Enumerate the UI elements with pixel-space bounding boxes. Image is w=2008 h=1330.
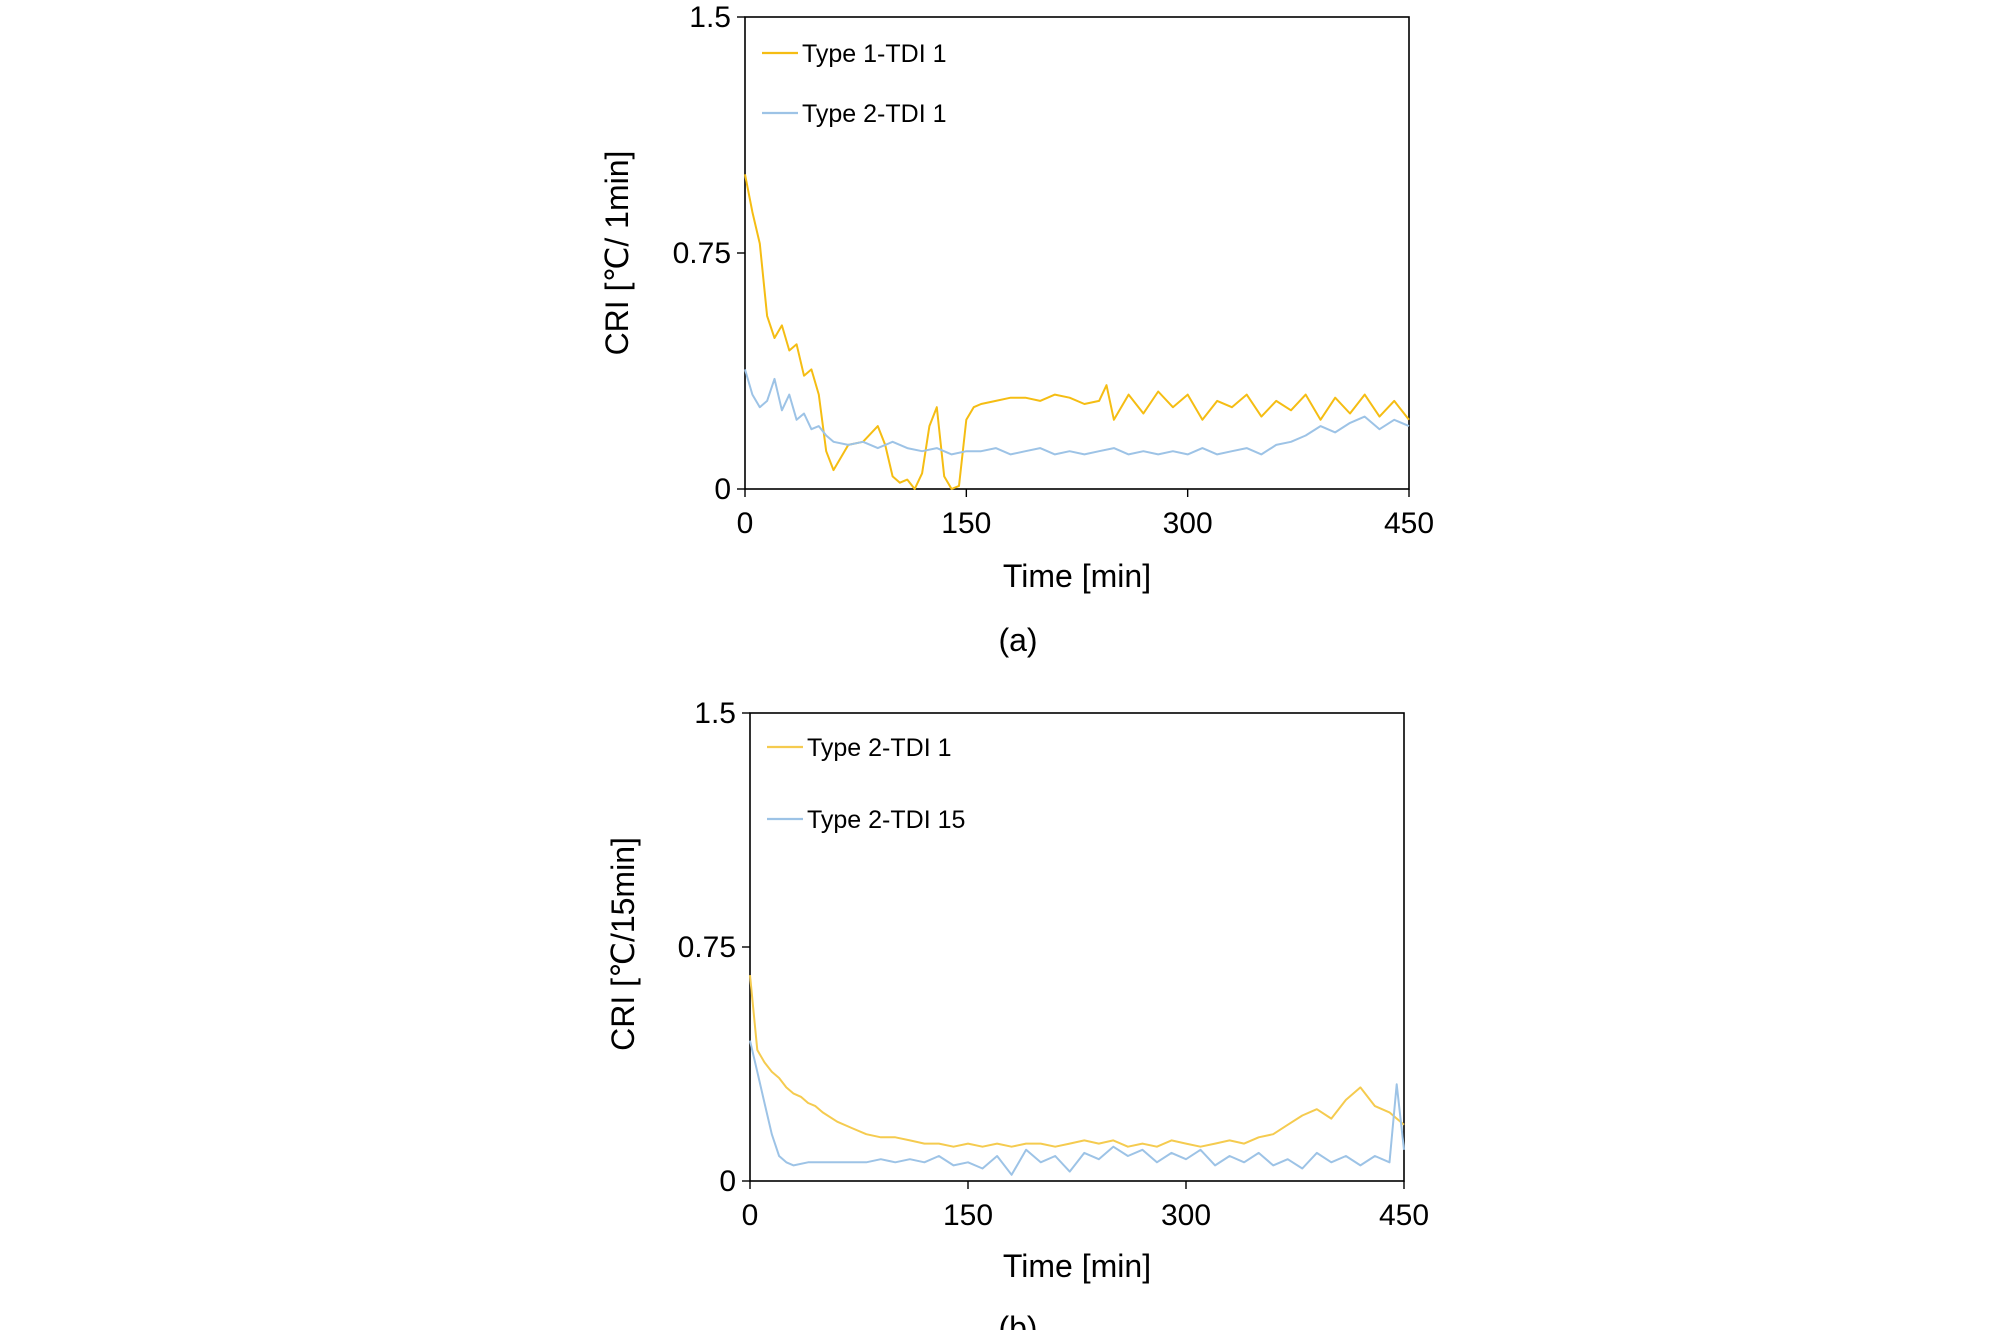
x-tick-label: 300 [1161, 1199, 1211, 1232]
y-tick-label: 0 [719, 1165, 736, 1198]
series-line-1 [744, 174, 1410, 490]
x-tick-label: 300 [1163, 507, 1213, 540]
plot-area-frame [744, 16, 1410, 490]
y-axis-label: CRI [℃/15min] [605, 837, 641, 1051]
x-tick-label: 150 [943, 1199, 993, 1232]
x-tick-label: 0 [737, 507, 754, 540]
y-tick-label: 1.5 [694, 697, 736, 730]
panel-caption-a: (a) [998, 622, 1037, 658]
series-line-2 [744, 369, 1410, 456]
series-line-1 [749, 975, 1405, 1148]
series-line-2 [749, 1040, 1405, 1176]
y-tick-label: 0.75 [678, 931, 736, 964]
x-tick-label: 150 [941, 507, 991, 540]
chart-panel-b: 0 0.75 1.5 0 150 300 450 Type 2-TDI 1 Type 2-T… [605, 697, 1429, 1330]
x-tick-label: 450 [1379, 1199, 1429, 1232]
x-tick-label: 0 [742, 1199, 759, 1232]
plot-area-frame [749, 712, 1405, 1182]
x-axis-label: Time [min] [1003, 558, 1151, 594]
legend-label: Type 2-TDI 15 [807, 806, 965, 834]
panel-caption-b: (b) [998, 1310, 1037, 1330]
legend-label: Type 2-TDI 1 [802, 100, 947, 128]
x-tick-label: 450 [1384, 507, 1434, 540]
x-axis-label: Time [min] [1003, 1248, 1151, 1284]
y-tick-label: 0 [714, 473, 731, 506]
y-tick-label: 0.75 [673, 237, 731, 270]
y-tick-label: 1.5 [689, 1, 731, 34]
y-axis-label: CRI [℃/ 1min] [599, 151, 635, 356]
legend-label: Type 2-TDI 1 [807, 734, 952, 762]
legend-label: Type 1-TDI 1 [802, 40, 947, 68]
chart-panel-a: 0 0.75 1.5 0 150 300 450 Type 1-TDI 1 Type 2-T… [599, 1, 1434, 658]
